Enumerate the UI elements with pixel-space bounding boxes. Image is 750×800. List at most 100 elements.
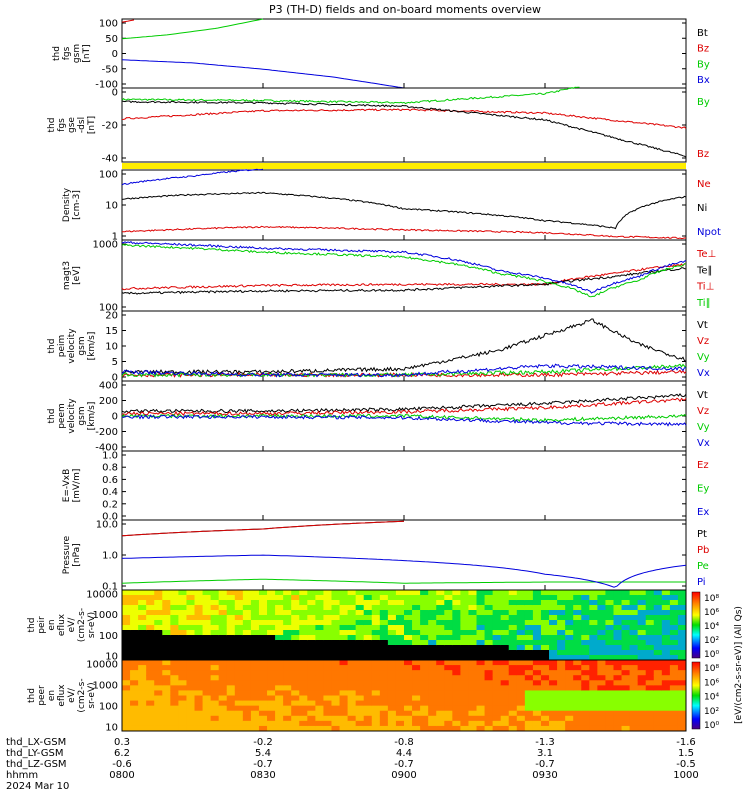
spectrogram-cell — [613, 720, 623, 727]
spectrogram-cell — [363, 605, 373, 611]
spectrogram-cell — [516, 595, 526, 601]
footer-value: 0.3 — [114, 737, 130, 748]
spectrogram-cell — [250, 675, 260, 681]
spectrogram-cell — [194, 665, 204, 671]
spectrogram-cell — [412, 595, 421, 601]
spectrogram-cell — [234, 665, 244, 671]
spectrogram-cell — [234, 635, 244, 641]
spectrogram-cell — [267, 725, 276, 732]
spectrogram-cell — [516, 620, 526, 626]
spectrogram-cell — [170, 605, 179, 611]
y-axis-label: en — [47, 690, 57, 701]
spectrogram-cell — [387, 705, 397, 712]
spectrogram-cell — [516, 645, 526, 651]
spectrogram-cell — [234, 710, 244, 717]
spectrogram-cell — [379, 670, 389, 676]
spectrogram-cell — [492, 645, 502, 651]
spectrogram-cell — [355, 625, 365, 631]
spectrogram-cell — [549, 700, 558, 707]
spectrogram-cell — [291, 695, 300, 702]
spectrogram-cell — [122, 655, 131, 661]
spectrogram-cell — [653, 660, 663, 666]
footer-value: 1000 — [673, 770, 698, 781]
spectrogram-cell — [170, 680, 179, 686]
spectrogram-cell — [629, 675, 639, 681]
spectrogram-cell — [250, 720, 260, 727]
spectrogram-cell — [557, 595, 566, 601]
spectrogram-cell — [371, 650, 381, 656]
footer-value: -1.6 — [676, 737, 696, 748]
spectrogram-cell — [146, 615, 155, 621]
spectrogram-cell — [557, 675, 566, 681]
spectrogram-cell — [605, 640, 614, 646]
spectrogram-cell — [540, 610, 550, 616]
spectrogram-cell — [267, 720, 276, 727]
spectrogram-cell — [371, 705, 381, 712]
spectrogram-cell — [516, 665, 526, 671]
spectrogram-cell — [508, 675, 518, 681]
series-Vx — [121, 363, 686, 378]
spectrogram-cell — [532, 695, 542, 702]
spectrogram-cell — [661, 605, 671, 611]
spectrogram-cell — [540, 605, 550, 611]
spectrogram-cell — [637, 620, 647, 626]
spectrogram-cell — [250, 695, 260, 702]
spectrogram-cell — [226, 650, 236, 656]
spectrogram-cell — [669, 695, 679, 702]
spectrogram-cell — [508, 640, 518, 646]
spectrogram-cell — [291, 650, 300, 656]
spectrogram-cell — [605, 630, 614, 636]
y-tick-label: 0.4 — [102, 487, 118, 498]
spectrogram-cell — [331, 685, 341, 691]
spectrogram-cell — [186, 705, 196, 712]
spectrogram-cell — [412, 610, 421, 616]
spectrogram-cell — [154, 630, 163, 636]
spectrogram-cell — [194, 725, 204, 732]
spectrogram-cell — [677, 695, 687, 702]
spectrogram-cell — [218, 600, 228, 606]
spectrogram-cell — [589, 625, 598, 631]
spectrogram-cell — [242, 685, 252, 691]
spectrogram-cell — [178, 615, 187, 621]
spectrogram-cell — [210, 600, 220, 606]
spectrogram-cell — [661, 670, 671, 676]
spectrogram-cell — [629, 625, 639, 631]
spectrogram-cell — [540, 630, 550, 636]
spectrogram-cell — [202, 690, 212, 696]
spectrogram-cell — [154, 655, 163, 661]
spectrogram-cell — [540, 620, 550, 626]
spectrogram-cell — [226, 600, 236, 606]
spectrogram-cell — [258, 595, 268, 601]
spectrogram-cell — [404, 635, 413, 641]
spectrogram-cell — [436, 725, 445, 732]
spectrogram-cell — [323, 670, 332, 676]
spectrogram-cell — [484, 600, 494, 606]
spectrogram-cell — [621, 695, 631, 702]
spectrogram-cell — [178, 700, 187, 707]
spectrogram-cell — [339, 675, 349, 681]
spectrogram-cell — [146, 715, 155, 722]
spectrogram-cell — [371, 695, 381, 702]
spectrogram-cell — [637, 695, 647, 702]
spectrogram-cell — [154, 685, 163, 691]
spectrogram-cell — [524, 705, 534, 712]
y-axis-label: sr-eV) — [87, 612, 97, 638]
spectrogram-cell — [404, 695, 413, 702]
spectrogram-cell — [202, 700, 212, 707]
spectrogram-cell — [621, 625, 631, 631]
spectrogram-cell — [621, 680, 631, 686]
spectrogram-cell — [250, 590, 260, 596]
spectrogram-cell — [315, 610, 324, 616]
spectrogram-cell — [194, 685, 204, 691]
colorbar-tick: 10⁴ — [704, 693, 719, 703]
spectrogram-cell — [194, 675, 204, 681]
spectrogram-cell — [436, 645, 445, 651]
spectrogram-cell — [315, 655, 324, 661]
spectrogram-cell — [460, 595, 469, 601]
spectrogram-cell — [267, 660, 276, 666]
spectrogram-cell — [653, 595, 663, 601]
spectrogram-cell — [210, 675, 220, 681]
series-Bt — [121, 100, 687, 158]
spectrogram-cell — [275, 680, 284, 686]
spectrogram-cell — [283, 645, 292, 651]
